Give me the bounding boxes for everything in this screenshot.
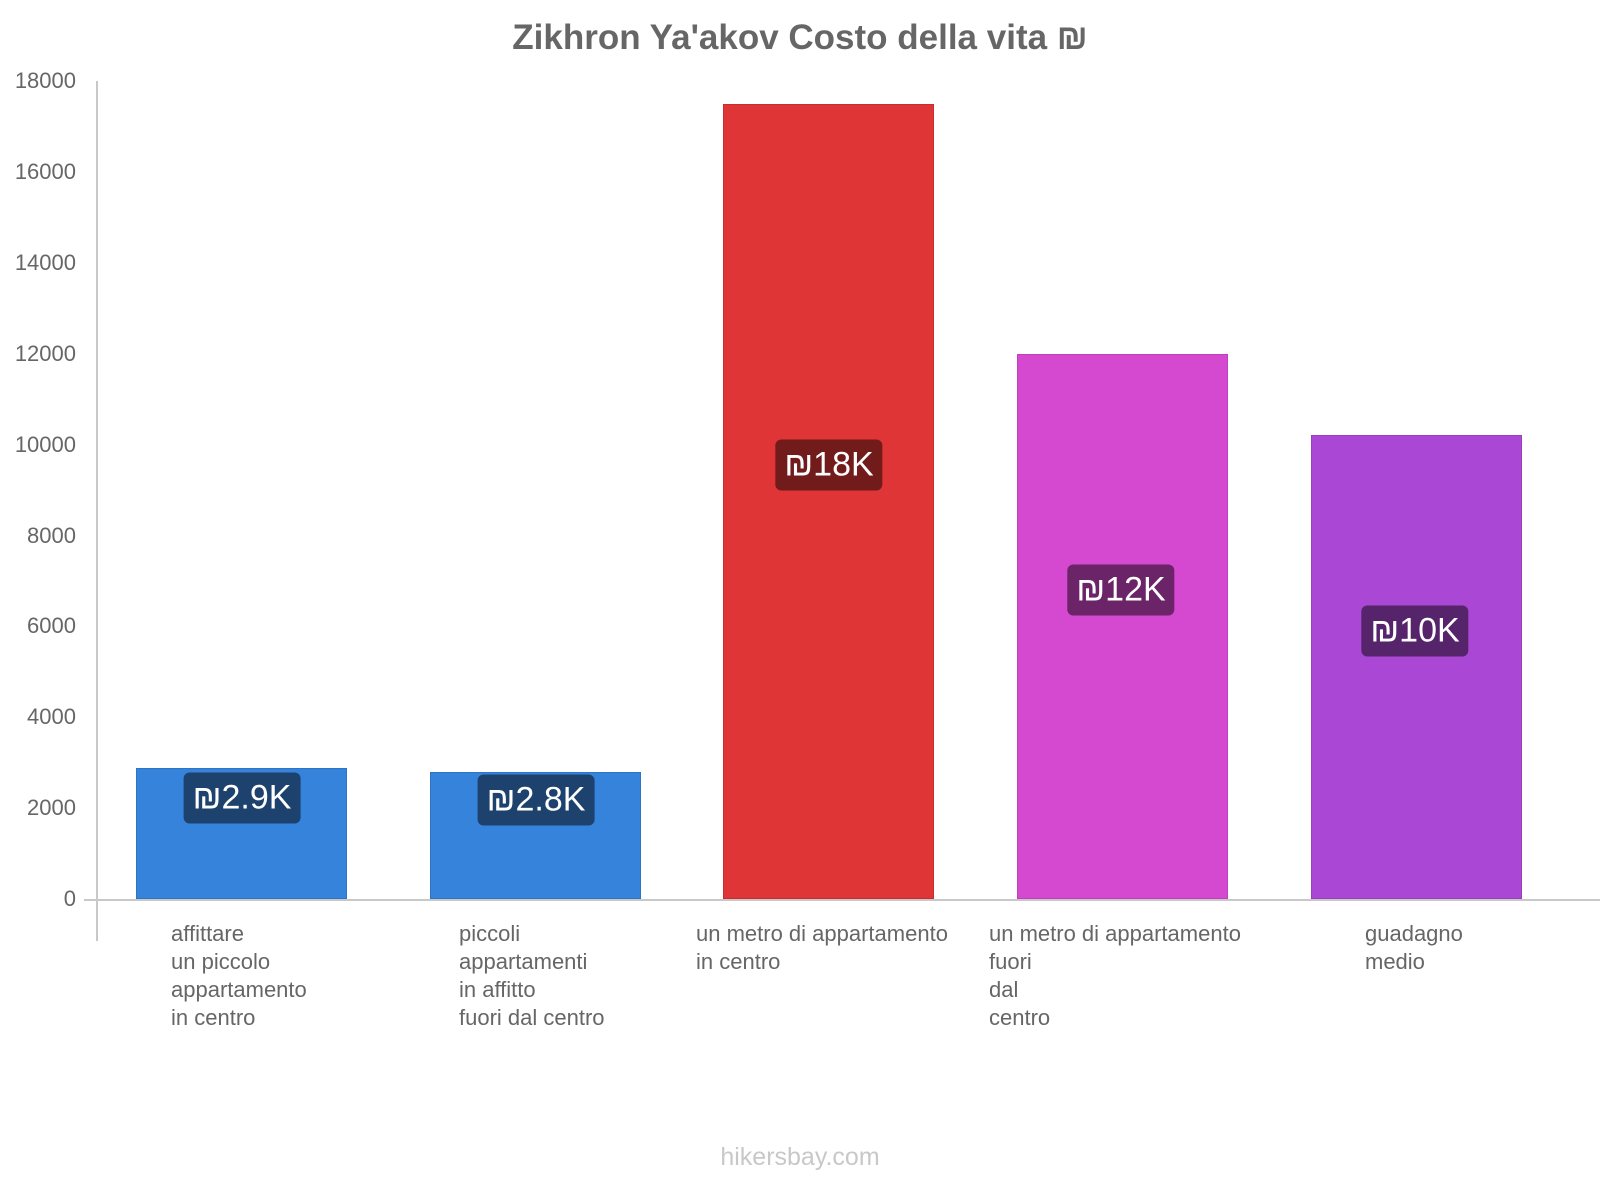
y-tick-label: 4000 — [27, 704, 76, 729]
x-category-label: affittare un piccolo appartamento in cen… — [171, 921, 307, 1030]
y-tick-label: 18000 — [14, 68, 76, 93]
x-category-label: guadagno medio — [1365, 921, 1463, 974]
chart-title: Zikhron Ya'akov Costo della vita ₪ — [512, 18, 1088, 57]
y-tick-label: 8000 — [27, 523, 76, 548]
x-category-label: un metro di appartamento in centro — [696, 921, 948, 974]
data-label: ₪12K — [1067, 564, 1175, 616]
data-label: ₪18K — [775, 439, 883, 491]
data-label: ₪2.8K — [477, 774, 595, 826]
data-label: ₪10K — [1361, 605, 1469, 657]
x-axis-line — [84, 899, 1600, 901]
y-tick-label: 2000 — [27, 795, 76, 820]
bar-metro-fuori[interactable] — [1017, 354, 1228, 899]
y-tick-label: 10000 — [14, 432, 76, 457]
x-category-label: piccoli appartamenti in affitto fuori da… — [459, 921, 605, 1030]
y-tick-label: 0 — [63, 886, 76, 911]
y-tick-label: 16000 — [14, 159, 76, 184]
y-tick-label: 12000 — [14, 341, 76, 366]
data-label: ₪2.9K — [183, 772, 301, 824]
y-tick-label: 6000 — [27, 613, 76, 638]
bar-guadagno-medio[interactable] — [1311, 435, 1522, 899]
y-tick-label: 14000 — [14, 250, 76, 275]
x-category-label: un metro di appartamento fuori dal centr… — [989, 921, 1241, 1030]
y-axis-line — [96, 81, 98, 941]
footer-watermark: hikersbay.com — [720, 1143, 880, 1171]
bar-metro-centro[interactable] — [723, 104, 934, 899]
